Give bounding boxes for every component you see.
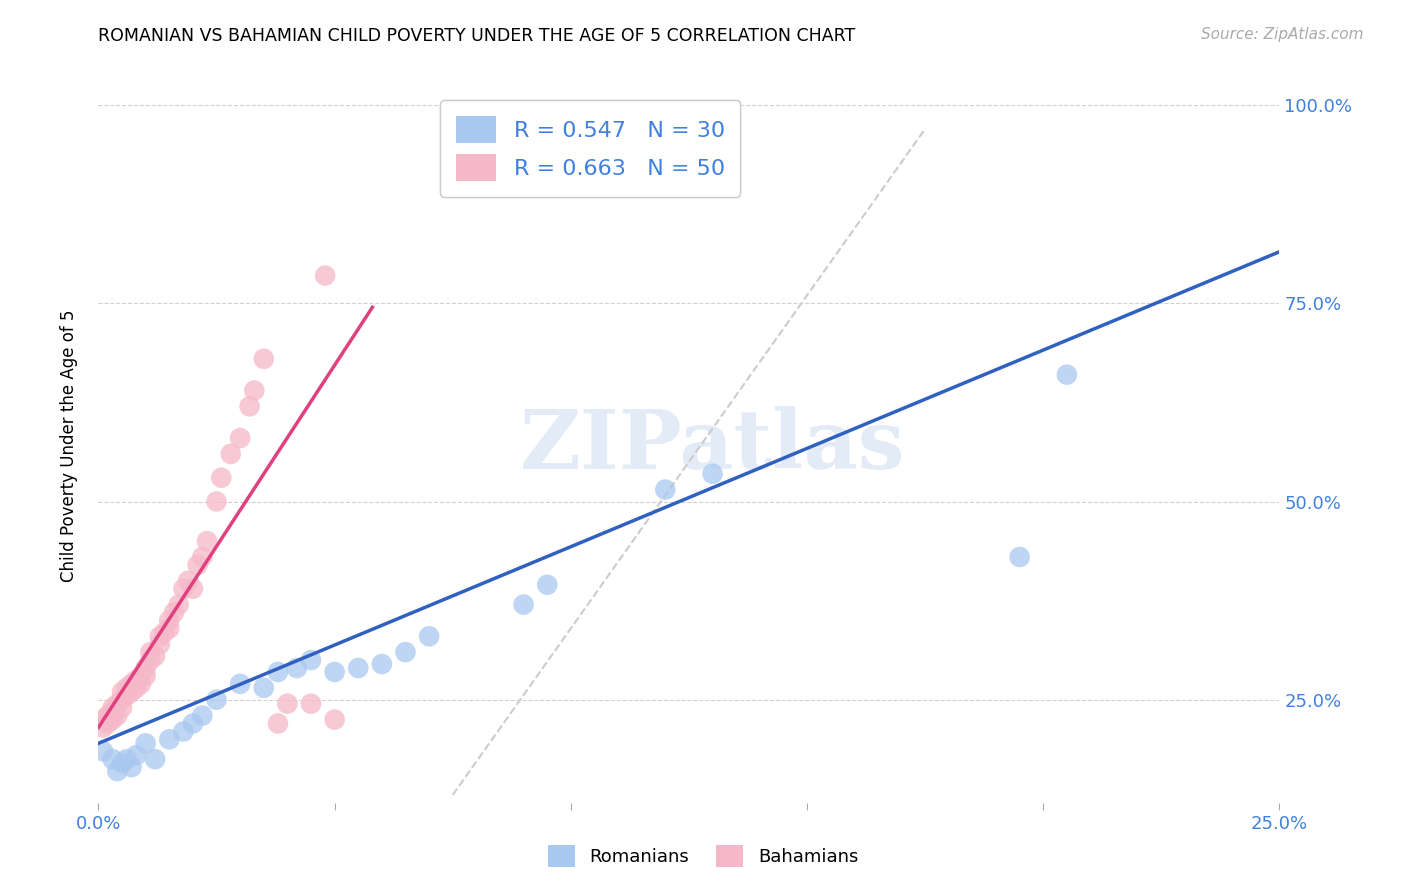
Point — [111, 692, 134, 706]
Point — [347, 661, 370, 675]
Point — [167, 598, 190, 612]
Point — [91, 713, 114, 727]
Point — [191, 708, 214, 723]
Point — [143, 649, 166, 664]
Point — [143, 752, 166, 766]
Point — [97, 708, 120, 723]
Point — [101, 700, 124, 714]
Point — [149, 637, 172, 651]
Point — [1056, 368, 1078, 382]
Point — [172, 724, 194, 739]
Point — [187, 558, 209, 572]
Point — [139, 653, 162, 667]
Point — [157, 614, 180, 628]
Point — [101, 705, 124, 719]
Point — [157, 732, 180, 747]
Text: Source: ZipAtlas.com: Source: ZipAtlas.com — [1201, 27, 1364, 42]
Point — [276, 697, 298, 711]
Point — [157, 621, 180, 635]
Point — [111, 685, 134, 699]
Point — [229, 431, 252, 445]
Point — [97, 716, 120, 731]
Point — [205, 692, 228, 706]
Point — [181, 582, 204, 596]
Point — [105, 697, 128, 711]
Point — [299, 697, 322, 711]
Point — [115, 689, 138, 703]
Point — [91, 744, 114, 758]
Point — [101, 752, 124, 766]
Point — [135, 669, 157, 683]
Point — [314, 268, 336, 283]
Point — [111, 700, 134, 714]
Point — [111, 756, 134, 771]
Point — [253, 681, 276, 695]
Point — [299, 653, 322, 667]
Point — [229, 677, 252, 691]
Point — [101, 713, 124, 727]
Point — [177, 574, 200, 588]
Text: ROMANIAN VS BAHAMIAN CHILD POVERTY UNDER THE AGE OF 5 CORRELATION CHART: ROMANIAN VS BAHAMIAN CHILD POVERTY UNDER… — [98, 27, 856, 45]
Point — [253, 351, 276, 366]
Point — [115, 681, 138, 695]
Point — [702, 467, 724, 481]
Point — [205, 494, 228, 508]
Point — [323, 713, 346, 727]
Point — [135, 661, 157, 675]
Point — [1008, 549, 1031, 564]
Point — [654, 483, 676, 497]
Point — [125, 748, 148, 763]
Point — [115, 752, 138, 766]
Point — [135, 736, 157, 750]
Text: ZIPatlas: ZIPatlas — [520, 406, 905, 486]
Point — [209, 471, 232, 485]
Point — [267, 665, 290, 679]
Point — [394, 645, 416, 659]
Point — [172, 582, 194, 596]
Point — [181, 716, 204, 731]
Point — [129, 669, 152, 683]
Point — [285, 661, 308, 675]
Point — [105, 708, 128, 723]
Point — [121, 677, 143, 691]
Point — [105, 764, 128, 778]
Point — [149, 629, 172, 643]
Point — [125, 681, 148, 695]
Point — [125, 673, 148, 687]
Point — [219, 447, 242, 461]
Point — [191, 549, 214, 564]
Point — [129, 677, 152, 691]
Legend: Romanians, Bahamians: Romanians, Bahamians — [541, 838, 865, 874]
Point — [418, 629, 440, 643]
Point — [536, 578, 558, 592]
Point — [163, 606, 186, 620]
Legend: R = 0.547   N = 30, R = 0.663   N = 50: R = 0.547 N = 30, R = 0.663 N = 50 — [440, 100, 740, 197]
Point — [195, 534, 218, 549]
Point — [91, 721, 114, 735]
Point — [371, 657, 394, 671]
Point — [323, 665, 346, 679]
Y-axis label: Child Poverty Under the Age of 5: Child Poverty Under the Age of 5 — [59, 310, 77, 582]
Point — [512, 598, 534, 612]
Point — [267, 716, 290, 731]
Point — [139, 645, 162, 659]
Point — [121, 760, 143, 774]
Point — [239, 400, 262, 414]
Point — [121, 685, 143, 699]
Point — [243, 384, 266, 398]
Point — [153, 625, 176, 640]
